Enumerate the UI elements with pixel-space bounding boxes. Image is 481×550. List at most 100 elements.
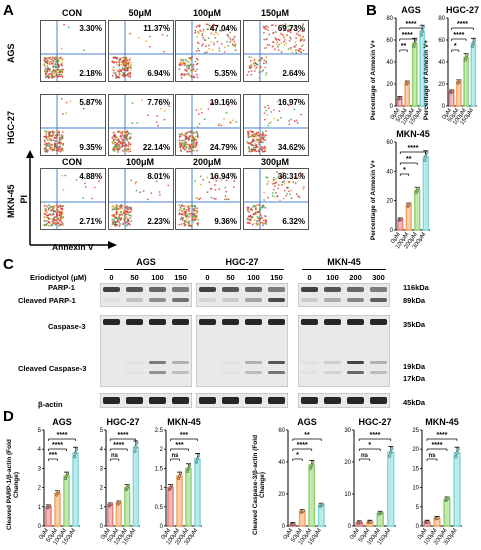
flow-col-header: 150μM [260, 8, 290, 18]
quadrant-lower-right-pct: 5.35% [214, 69, 237, 78]
y-tick-label: 60 [386, 38, 393, 44]
chart-title: AGS [52, 417, 72, 427]
pi-axis-label: PI [19, 195, 29, 204]
y-tick-label: 60 [278, 428, 285, 434]
data-point [169, 484, 174, 488]
dose-label: 0 [205, 273, 210, 282]
band-cleaved-casp-17 [370, 371, 387, 374]
band-cleaved-casp-19 [245, 361, 262, 364]
quadrant-upper-right-pct: 4.88% [79, 172, 102, 181]
band-cleaved-parp [149, 298, 166, 302]
data-point [126, 484, 130, 488]
dose-label: 0 [109, 273, 114, 282]
x-tick-label: 0μM [390, 108, 402, 121]
band-parp [149, 287, 166, 292]
bar-chart: MKN-4500.511.522.50μM100μM200μM300μM****… [155, 417, 202, 546]
y-tick-label: 15 [412, 466, 419, 472]
quadrant-lower-right-pct: 6.94% [147, 69, 170, 78]
y-tick-label: 2 [160, 447, 164, 453]
data-point [424, 155, 428, 159]
bar-fill [406, 83, 409, 106]
blot-group-name: HGC-27 [225, 257, 259, 267]
bar-fill [134, 448, 138, 526]
quadrant-lower-right-pct: 9.36% [214, 217, 237, 226]
bar-fill [300, 512, 304, 526]
dose-label: 150 [174, 273, 187, 282]
blot-strip-parp [196, 283, 288, 307]
bar-fill [357, 523, 362, 526]
y-tick-label: 0 [390, 104, 394, 110]
sig-label: **** [457, 21, 468, 28]
y-tick-label: 0 [416, 524, 420, 530]
bar-chart: HGC-270204060800μM50μM100μM150μM********… [438, 5, 479, 126]
bar-fill [178, 477, 181, 526]
flow-plot: 4.88% 2.71% [40, 168, 106, 230]
y-tick-label: 1.5 [155, 466, 164, 472]
y-tick-label: 40 [386, 169, 393, 175]
y-tick-label: 30 [344, 428, 351, 434]
data-point [454, 455, 458, 459]
bar-fill [472, 44, 475, 106]
y-tick-label: 0.5 [155, 505, 164, 511]
blot-group-rule [200, 269, 284, 270]
sig-label: *** [175, 442, 183, 449]
blot-bg [298, 315, 390, 387]
data-point [408, 202, 412, 206]
bar-fill [435, 519, 439, 526]
bar-fill [413, 44, 416, 106]
blot-protein-label: Caspase-3 [48, 322, 86, 331]
sig-label: * [403, 167, 406, 174]
y-tick-label: 20 [278, 492, 285, 498]
blot-kda-label: 45kDa [403, 398, 426, 407]
parp-ylabel: Cleaved PARP-1/β-actin (Fold Change) [6, 439, 20, 531]
data-point [416, 186, 420, 191]
y-tick-label: 20 [344, 460, 351, 466]
data-point [413, 41, 417, 45]
y-tick-label: 60 [438, 38, 445, 44]
bar-fill [56, 494, 59, 526]
y-tick-label: 3 [100, 466, 104, 472]
chart-title: MKN-45 [167, 417, 201, 427]
flow-plot: 16.97% 34.62% [243, 94, 309, 156]
band-cleaved-casp-19 [222, 361, 239, 364]
y-tick-label: 40 [278, 460, 285, 466]
band-caspase [245, 319, 262, 325]
blot-kda-label: 35kDa [403, 320, 426, 329]
bar-fill [310, 466, 314, 526]
band-caspase [301, 319, 318, 325]
flow-row-label: AGS [6, 43, 16, 63]
sig-label: **** [437, 432, 448, 439]
sig-label: **** [453, 32, 464, 39]
band-caspase [347, 319, 364, 325]
flow-col-header: 50μM [128, 8, 152, 18]
bar-fill [450, 92, 453, 106]
sig-label: ns [428, 453, 436, 459]
band-cleaved-casp-19 [268, 361, 285, 364]
x-tick-label: 0μM [390, 232, 402, 245]
quadrant-upper-right-pct: 19.16% [209, 98, 237, 107]
bar-fill [407, 206, 411, 230]
y-tick-label: 20 [386, 199, 393, 205]
data-point [56, 490, 61, 494]
dose-label: 50 [226, 273, 235, 282]
blot-kda-label: 116kDa [403, 283, 429, 292]
bar-fill [187, 469, 190, 526]
band-cleaved-parp [301, 298, 318, 302]
band-caspase [199, 319, 216, 325]
band-cleaved-casp-17 [245, 371, 262, 374]
bar-fill [367, 523, 372, 526]
data-point [412, 44, 416, 49]
data-point [420, 29, 424, 33]
data-point [178, 471, 183, 476]
y-tick-label: 0 [100, 524, 104, 530]
data-point [194, 460, 199, 464]
data-point [311, 460, 315, 464]
bar-chart: MKN-4505101520250μM100μM200μM300μM******… [412, 417, 462, 546]
y-tick-label: 5 [100, 428, 104, 434]
data-point [387, 454, 392, 458]
y-tick-label: 2.5 [155, 428, 164, 434]
blot-strip-casp [196, 315, 288, 387]
flow-col-header-mkn: 200μM [192, 157, 222, 167]
sig-label: ** [406, 156, 412, 163]
